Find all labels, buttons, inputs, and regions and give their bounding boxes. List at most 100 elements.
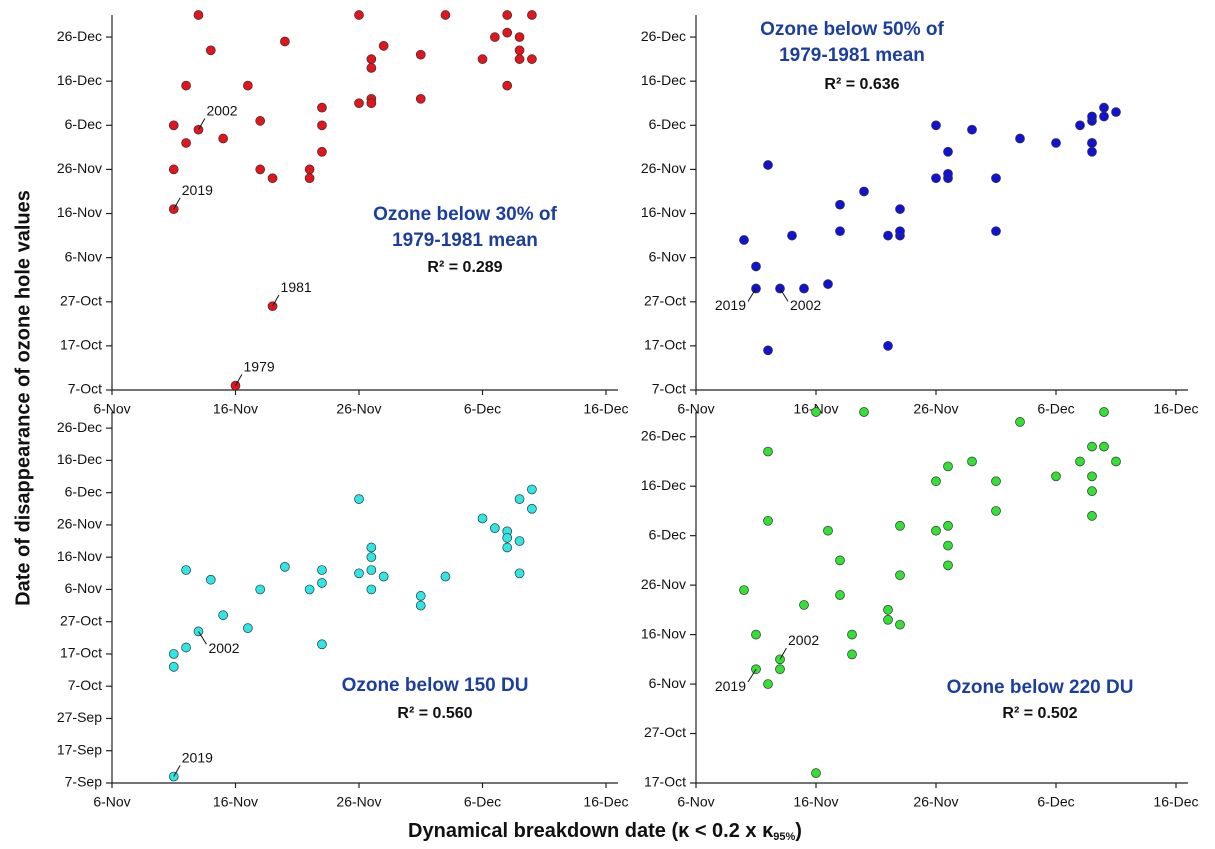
point: [799, 283, 809, 294]
point: [193, 10, 204, 20]
point: [255, 164, 266, 175]
leader-line: [198, 631, 207, 645]
point: [415, 591, 426, 601]
x-tick-label: 16-Dec: [1153, 794, 1198, 810]
point: [811, 407, 821, 417]
point: [415, 49, 426, 60]
point: [317, 102, 327, 113]
point: [218, 133, 228, 144]
y-tick-label: 6-Nov: [65, 248, 102, 264]
y-tick-label: 16-Dec: [57, 451, 102, 467]
leader-line: [198, 118, 206, 130]
point: [811, 768, 821, 778]
x-tick-label: 26-Nov: [913, 401, 958, 417]
point: [967, 456, 977, 467]
point: [943, 168, 953, 179]
point: [304, 164, 315, 175]
point: [490, 32, 500, 42]
point: [1087, 111, 1097, 122]
y-tick-label: 16-Nov: [57, 204, 102, 220]
y-tick-label: 27-Oct: [60, 612, 102, 628]
x-tick-label: 26-Nov: [913, 794, 958, 810]
point: [415, 93, 426, 104]
point: [218, 610, 228, 621]
point: [763, 679, 773, 689]
point: [763, 446, 773, 457]
point: [514, 32, 525, 42]
y-tick-label: 16-Dec: [57, 72, 102, 88]
x-tick-label: 6-Dec: [464, 401, 501, 417]
y-tick-label: 16-Nov: [57, 548, 102, 564]
point-label: 1979: [244, 358, 275, 374]
leader-line: [173, 765, 181, 777]
point: [931, 173, 941, 184]
point: [1111, 456, 1121, 467]
x-axis-label: Dynamical breakdown date (κ < 0.2 x κ95%…: [408, 820, 802, 843]
x-tick-label: 6-Dec: [464, 794, 501, 810]
panel-title: 1979-1981 mean: [779, 45, 925, 66]
point: [763, 345, 773, 356]
point: [527, 10, 537, 20]
y-tick-label: 7-Oct: [68, 677, 102, 693]
point: [527, 54, 537, 64]
y-tick-label: 26-Dec: [641, 28, 686, 44]
point: [739, 585, 749, 595]
x-axis-label-suffix: ): [795, 820, 802, 842]
point: [751, 261, 761, 272]
r-squared: R² = 0.502: [1002, 705, 1077, 722]
point: [514, 45, 525, 56]
point: [1087, 441, 1097, 452]
point: [490, 523, 500, 533]
point-label: 2019: [182, 749, 213, 765]
x-tick-label: 16-Nov: [793, 794, 838, 810]
point: [317, 146, 327, 157]
panel-title: 1979-1981 mean: [392, 230, 538, 251]
point: [1051, 138, 1061, 148]
point: [354, 10, 364, 20]
point: [378, 571, 389, 582]
y-tick-label: 16-Nov: [641, 625, 686, 641]
point: [1087, 486, 1097, 496]
point: [415, 600, 426, 611]
y-tick-label: 6-Dec: [65, 483, 102, 499]
point: [991, 476, 1001, 487]
point: [1111, 107, 1121, 117]
point: [205, 45, 216, 56]
point: [317, 578, 327, 588]
point: [1099, 111, 1109, 122]
y-tick-label: 16-Dec: [641, 477, 686, 493]
point: [527, 503, 537, 514]
point: [943, 461, 953, 472]
point: [502, 542, 513, 553]
y-tick-label: 27-Oct: [644, 292, 686, 308]
point: [477, 513, 488, 524]
point: [895, 520, 905, 531]
y-tick-label: 26-Nov: [641, 576, 686, 592]
point: [168, 120, 179, 131]
leader-line: [235, 374, 243, 386]
y-tick-label: 7-Sep: [65, 774, 103, 790]
point: [366, 54, 377, 64]
leader-line: [272, 294, 280, 307]
point: [440, 10, 451, 20]
x-tick-label: 16-Nov: [213, 401, 258, 417]
point-label: 2002: [790, 297, 821, 313]
point: [1051, 471, 1061, 482]
x-tick-label: 26-Nov: [336, 401, 381, 417]
point: [943, 146, 953, 157]
x-tick-label: 16-Dec: [583, 794, 628, 810]
leader-line: [747, 288, 757, 302]
point: [1087, 471, 1097, 482]
y-tick-label: 17-Oct: [60, 645, 102, 661]
point: [502, 532, 513, 543]
point: [895, 226, 905, 237]
point: [1075, 456, 1085, 467]
y-tick-label: 6-Nov: [65, 580, 102, 596]
point: [366, 584, 377, 595]
panel-title: Ozone below 50% of: [760, 19, 944, 40]
point: [931, 525, 941, 536]
y-tick-label: 26-Nov: [57, 516, 102, 532]
point: [1075, 120, 1085, 131]
point-label: 2019: [715, 678, 746, 694]
point: [991, 173, 1001, 184]
